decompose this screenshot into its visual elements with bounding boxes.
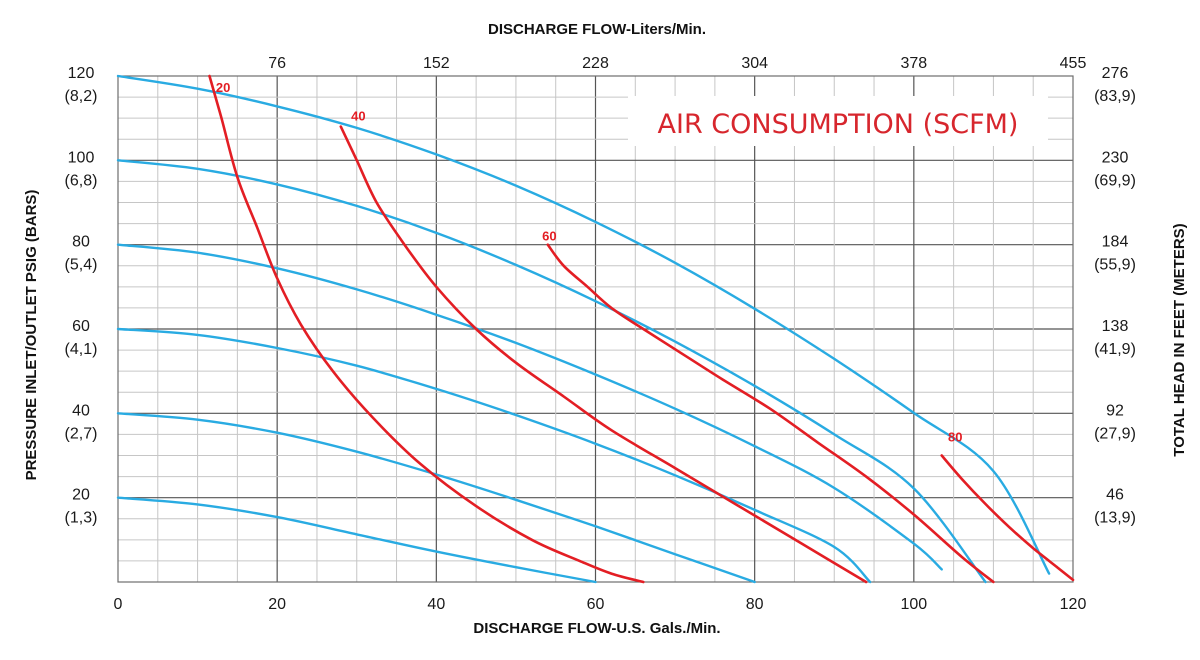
y2-tick-label-meters: (13,9) [1094,510,1136,527]
curve-labels: 20 40 60 80 [216,80,963,444]
air-curve-label-80-scfm: 80 [948,430,962,445]
x-tick-label: 0 [114,596,123,613]
x2-tick-label: 455 [1060,55,1087,72]
x2-tick-label: 378 [900,55,927,72]
y2-tick-label-feet: 230 [1102,149,1129,166]
chart-title: AIR CONSUMPTION (SCFM) [658,109,1019,140]
y-tick-label-psig: 40 [72,402,90,419]
y-tick-label-bar: (2,7) [65,425,98,442]
air-consumption-curve-20-scfm [208,74,645,584]
y2-tick-label-meters: (83,9) [1094,88,1136,105]
air-curve-label-40-scfm: 40 [351,109,365,124]
grid [118,76,1073,582]
y-tick-label-psig: 80 [72,234,90,251]
y2-tick-label-feet: 138 [1102,318,1129,335]
air-consumption-curve-40-scfm [339,125,868,584]
y-tick-label-bar: (4,1) [65,341,98,358]
y-axis-title: PRESSURE INLET/OUTLET PSIG (BARS) [23,190,40,481]
x-axis-title: DISCHARGE FLOW-U.S. Gals./Min. [473,620,720,637]
y-tick-label-psig: 100 [68,149,95,166]
x-tick-label: 80 [746,596,764,613]
air-consumption-curve-60-scfm [546,243,995,584]
x2-tick-label: 152 [423,55,450,72]
performance-curve-40-psig-air-inlet [116,412,756,584]
x2-tick-label: 76 [268,55,286,72]
y-tick-label-psig: 120 [68,65,95,82]
y-tick-label-psig: 20 [72,487,90,504]
y-tick-label-bar: (5,4) [65,257,98,274]
x2-tick-label: 228 [582,55,609,72]
x-tick-label: 20 [268,596,286,613]
y-tick-label-bar: (1,3) [65,510,98,527]
performance-curve-60-psig-air-inlet [116,327,872,584]
performance-curve-20-psig-air-inlet [116,496,597,584]
y-tick-label-bar: (6,8) [65,172,98,189]
y-tick-label-psig: 60 [72,318,90,335]
y2-tick-label-feet: 184 [1102,234,1129,251]
x-tick-label: 120 [1060,596,1087,613]
x2-tick-label: 304 [741,55,768,72]
y2-tick-label-meters: (69,9) [1094,172,1136,189]
y2-axis-title: TOTAL HEAD IN FEET (METERS) [1171,223,1188,456]
air-curve-label-20-scfm: 20 [216,80,230,95]
y2-tick-label-meters: (55,9) [1094,257,1136,274]
x-tick-label: 100 [900,596,927,613]
y2-tick-label-meters: (27,9) [1094,425,1136,442]
title-banner-bg [628,96,1048,146]
y2-tick-label-meters: (41,9) [1094,341,1136,358]
y2-tick-label-feet: 92 [1106,402,1124,419]
series-layer [116,74,1075,584]
y-tick-label-bar: (8,2) [65,88,98,105]
x2-axis-title: DISCHARGE FLOW-Liters/Min. [488,21,706,38]
y2-tick-label-feet: 276 [1102,65,1129,82]
x-tick-label: 40 [427,596,445,613]
y2-tick-label-feet: 46 [1106,487,1124,504]
performance-curve-80-psig-air-inlet [116,243,943,571]
x-tick-label: 60 [587,596,605,613]
performance-curve-100-psig-air-inlet [116,159,987,584]
air-consumption-curve-80-scfm [940,454,1075,582]
tick-labels: 0 20 40 60 80 100 120 76 152 228 304 378 455 20 (1,3) 4… [65,55,1136,613]
performance-curve-120-psig-air-inlet [116,74,1051,575]
air-curve-label-60-scfm: 60 [542,229,556,244]
